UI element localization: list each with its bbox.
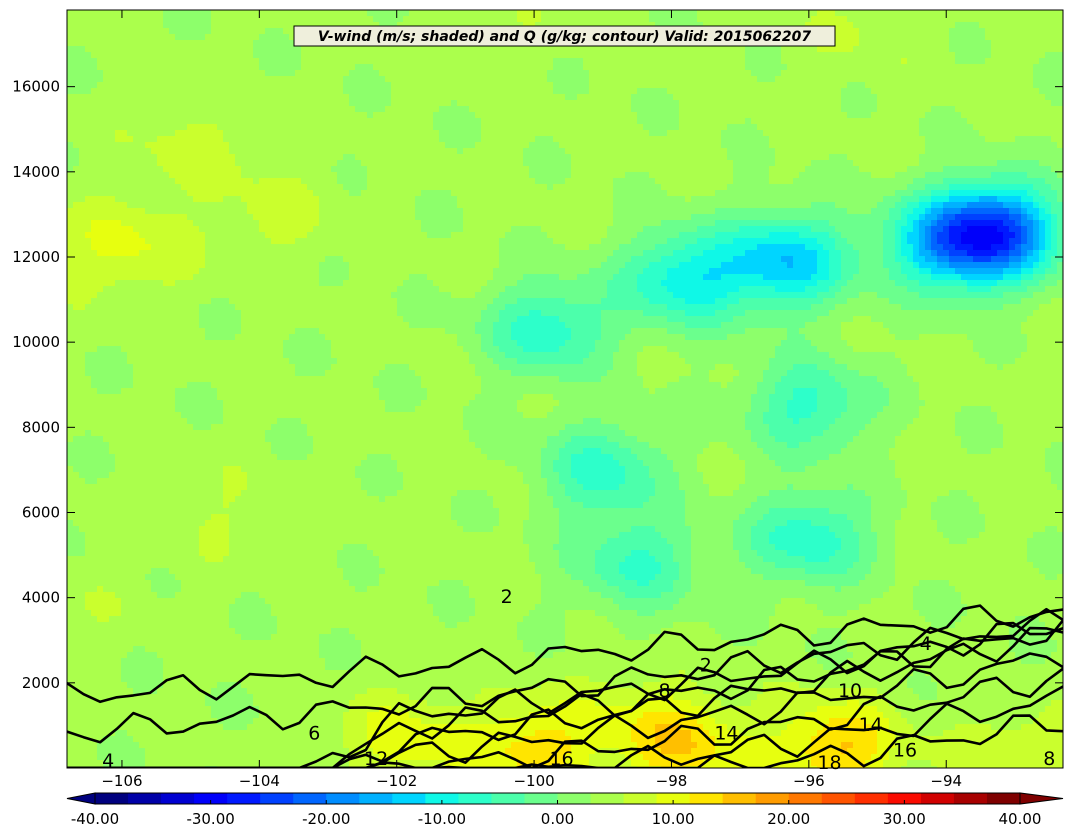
y-tick-label: 14000 <box>12 163 60 181</box>
colorbar-segment <box>95 793 129 804</box>
y-tick-label: 4000 <box>22 589 60 607</box>
colorbar-tick-label: -40.00 <box>71 810 119 828</box>
y-tick-label: 10000 <box>12 333 60 351</box>
colorbar-segment <box>293 793 327 804</box>
colorbar-segment <box>227 793 261 804</box>
colorbar-tick-label: 40.00 <box>999 810 1042 828</box>
x-tick-label: −94 <box>930 772 962 790</box>
x-tick-label: −100 <box>513 772 554 790</box>
chart-title: V-wind (m/s; shaded) and Q (g/kg; contou… <box>318 29 811 45</box>
colorbar-segment <box>260 793 294 804</box>
x-tick-label: −96 <box>793 772 825 790</box>
colorbar-segment <box>491 793 525 804</box>
colorbar-segment <box>954 793 988 804</box>
q-contour-label: 4 <box>102 750 114 772</box>
q-contour-label: 2 <box>501 586 513 608</box>
colorbar-extend-max <box>1020 793 1063 804</box>
q-contour-label: 12 <box>364 748 388 770</box>
colorbar-segment <box>789 793 823 804</box>
colorbar-segment <box>624 793 658 804</box>
colorbar-tick-label: 20.00 <box>767 810 810 828</box>
colorbar-tick-label: 10.00 <box>652 810 695 828</box>
q-contour-label: 16 <box>549 748 573 770</box>
x-tick-label: −106 <box>101 772 142 790</box>
q-contour-label: 16 <box>893 739 917 761</box>
q-contour-label: 10 <box>838 680 862 702</box>
q-contour-label: 8 <box>1043 748 1055 770</box>
colorbar-segment <box>558 793 592 804</box>
colorbar-segment <box>128 793 162 804</box>
colorbar-segment <box>524 793 558 804</box>
colorbar-segment <box>987 793 1021 804</box>
q-contour-label: 18 <box>817 752 841 774</box>
colorbar-segment <box>756 793 790 804</box>
x-tick-label: −102 <box>376 772 417 790</box>
colorbar-tick-label: -30.00 <box>186 810 234 828</box>
x-tick-label: −104 <box>239 772 280 790</box>
colorbar-segment <box>392 793 426 804</box>
q-contour-label: 14 <box>859 714 883 736</box>
colorbar-segment <box>161 793 195 804</box>
colorbar-tick-label: -20.00 <box>302 810 350 828</box>
colorbar: -40.00 -30.00 -20.00 -10.00 0.00 10.00 20.00 30… <box>67 793 1063 828</box>
colorbar-segment <box>822 793 856 804</box>
y-tick-label: 8000 <box>22 418 60 436</box>
colorbar-segment <box>855 793 889 804</box>
colorbar-segment <box>723 793 757 804</box>
vwind-shaded-field <box>67 10 1064 773</box>
q-contour-label: 2 <box>700 654 712 676</box>
q-contour-label: 6 <box>308 722 320 744</box>
colorbar-segment <box>359 793 393 804</box>
x-tick-label: −98 <box>656 772 688 790</box>
q-contour-label: 4 <box>920 633 932 655</box>
q-contour-label: 8 <box>659 680 671 702</box>
y-tick-label: 6000 <box>22 503 60 521</box>
colorbar-segment <box>921 793 955 804</box>
colorbar-tick-label: 0.00 <box>541 810 574 828</box>
colorbar-segment <box>690 793 724 804</box>
chart-title-box: V-wind (m/s; shaded) and Q (g/kg; contou… <box>294 26 835 46</box>
y-tick-label: 12000 <box>12 248 60 266</box>
colorbar-segment <box>591 793 625 804</box>
colorbar-tick-label: 30.00 <box>883 810 926 828</box>
y-tick-label: 2000 <box>22 674 60 692</box>
colorbar-tick-label: -10.00 <box>418 810 466 828</box>
colorbar-segment <box>458 793 492 804</box>
colorbar-segment <box>326 793 360 804</box>
q-contour-label: 14 <box>714 722 738 744</box>
colorbar-extend-min <box>67 793 95 804</box>
y-tick-label: 16000 <box>12 78 60 96</box>
